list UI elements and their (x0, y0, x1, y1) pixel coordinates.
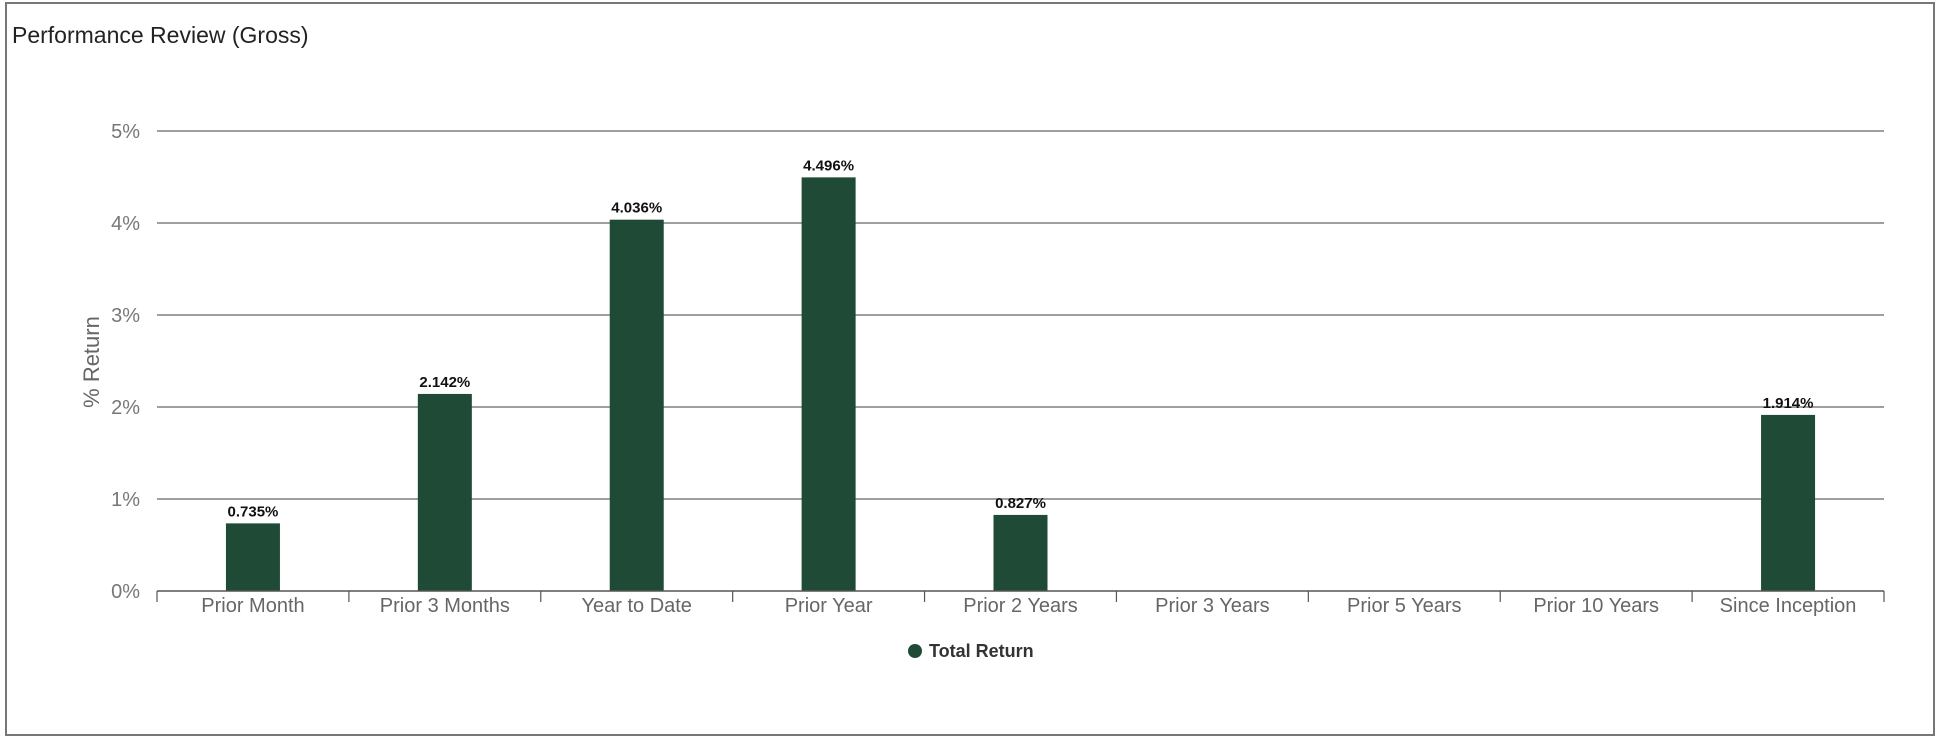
bar[interactable] (993, 514, 1048, 591)
bar[interactable] (225, 523, 280, 591)
data-labels: 0.735% 2.142% 4.036% 4.496% 0.827% 1.914% (228, 157, 1814, 520)
gridlines (157, 130, 1884, 500)
bar[interactable] (417, 393, 472, 591)
legend[interactable]: Total Return (908, 641, 1034, 661)
x-tick-label: Prior Month (201, 595, 304, 617)
x-tick-label: Since Inception (1720, 595, 1857, 617)
bar[interactable] (609, 219, 664, 592)
legend-item-total-return: Total Return (929, 641, 1034, 661)
x-tick-label: Year to Date (581, 595, 691, 617)
x-tick-label: Prior 3 Years (1155, 595, 1270, 617)
chart-title: Performance Review (Gross) (12, 22, 309, 48)
data-label: 0.827% (995, 495, 1046, 512)
y-tick-label: 0% (111, 581, 140, 603)
x-tick-label: Prior 3 Months (380, 595, 510, 617)
y-tick-label: 3% (111, 305, 140, 327)
data-label: 4.036% (611, 200, 662, 217)
legend-marker (908, 644, 922, 658)
x-axis: Prior Month Prior 3 Months Year to Date Pri… (156, 590, 1885, 617)
x-tick-label: Prior 5 Years (1347, 595, 1462, 617)
y-tick-label: 1% (111, 489, 140, 511)
y-tick-label: 4% (111, 213, 140, 235)
x-tick-label: Prior 2 Years (963, 595, 1078, 617)
x-tick-label: Prior Year (785, 595, 873, 617)
x-tick-label: Prior 10 Years (1533, 595, 1659, 617)
data-label: 0.735% (228, 503, 279, 520)
y-axis-label: % Return (79, 316, 104, 408)
bar[interactable] (1761, 414, 1816, 591)
y-tick-label: 2% (111, 397, 140, 419)
y-axis-ticks: 0% 1% 2% 3% 4% 5% (111, 121, 140, 603)
y-tick-label: 5% (111, 121, 140, 143)
data-label: 4.496% (803, 157, 854, 174)
bar[interactable] (801, 177, 856, 592)
data-label: 2.142% (419, 374, 470, 391)
data-label: 1.914% (1763, 395, 1814, 412)
bars (225, 177, 1816, 592)
chart-frame (5, 2, 1935, 736)
